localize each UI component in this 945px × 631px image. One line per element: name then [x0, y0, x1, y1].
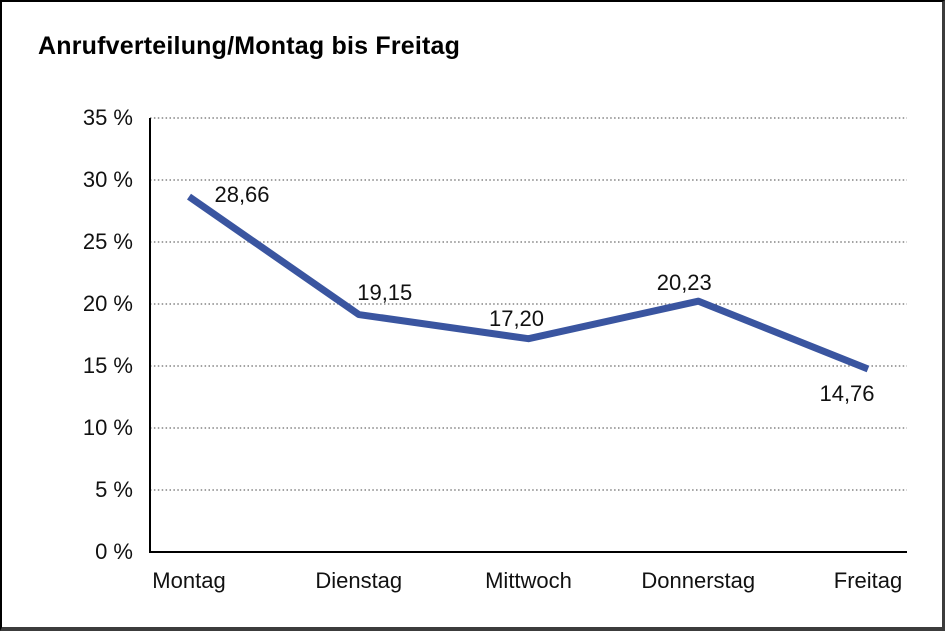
- data-label: 20,23: [656, 270, 712, 296]
- data-label: 19,15: [357, 279, 413, 305]
- data-label: 28,66: [214, 181, 270, 207]
- data-label: 14,76: [819, 380, 875, 406]
- y-tick-label: 25 %: [82, 229, 133, 254]
- y-tick-label: 30 %: [82, 167, 133, 192]
- x-axis-label: Dienstag: [315, 568, 403, 593]
- y-tick-label: 5 %: [95, 477, 133, 502]
- y-tick-label: 15 %: [82, 353, 133, 378]
- y-tick-label: 35 %: [82, 105, 133, 130]
- data-label: 17,20: [488, 305, 545, 331]
- chart-title: Anrufverteilung/Montag bis Freitag: [38, 32, 461, 60]
- x-axis-label: Donnerstag: [641, 568, 756, 593]
- y-tick-label: 0 %: [95, 539, 133, 564]
- x-axis-label: Mittwoch: [485, 568, 572, 593]
- x-axis-label: Freitag: [833, 568, 903, 593]
- x-axis-label: Montag: [152, 568, 226, 593]
- y-tick-label: 10 %: [82, 415, 133, 440]
- data-line: [187, 193, 870, 373]
- y-tick-label: 20 %: [82, 291, 133, 316]
